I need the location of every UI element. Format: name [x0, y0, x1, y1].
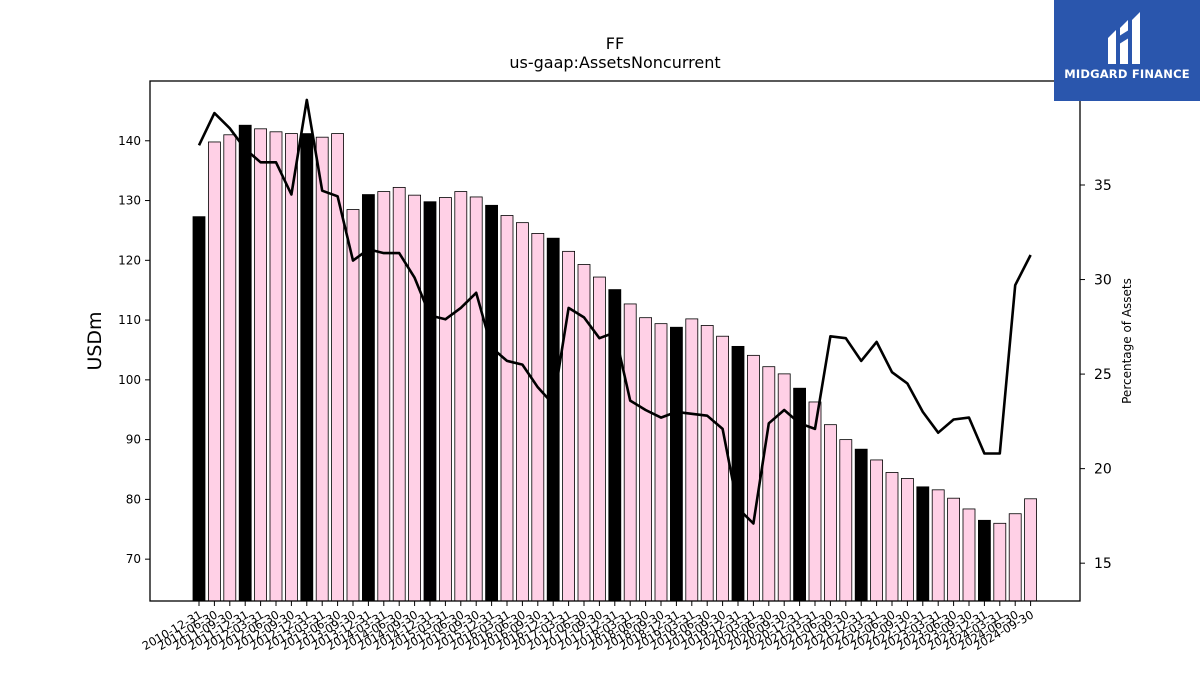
bar-2020-03-31	[747, 354, 760, 602]
bar-2012-12-31	[300, 133, 314, 602]
bar-2023-12-31	[978, 519, 991, 602]
bar-2018-12-31	[670, 326, 683, 602]
y2-tick-label: 20	[1094, 462, 1112, 478]
bar-2021-12-31	[854, 448, 868, 602]
y-tick-label: 90	[126, 433, 141, 447]
y2-tick-label: 25	[1094, 367, 1112, 383]
bar-2018-09-30	[654, 323, 668, 602]
bar-2017-03-31	[562, 250, 575, 602]
bar-2013-12-31	[361, 194, 375, 602]
bar-2016-03-31	[500, 215, 514, 602]
bar-2021-03-31	[808, 401, 822, 602]
bar-series	[192, 124, 1037, 602]
x-axis: 2010-12-312011-06-302011-09-302011-12-31…	[140, 601, 1036, 653]
bar-2012-06-30	[269, 131, 283, 602]
bar-2013-03-31	[315, 136, 329, 602]
y2-tick-label: 35	[1094, 178, 1112, 194]
bar-2019-12-31	[731, 345, 745, 602]
bar-2020-09-30	[777, 373, 791, 602]
bar-2020-06-30	[762, 366, 776, 602]
bar-2015-09-30	[469, 196, 483, 602]
y-tick-label: 100	[118, 373, 141, 387]
y-tick-label: 110	[118, 313, 141, 327]
y2-axis-label: Percentage of Assets	[1120, 278, 1134, 404]
y-axis-label: USDm	[84, 311, 106, 370]
y2-tick-label: 15	[1094, 556, 1112, 572]
bar-2018-06-30	[639, 317, 652, 602]
y-tick-label: 70	[126, 552, 141, 566]
bar-2014-12-31	[423, 201, 437, 602]
bar-2022-12-31	[916, 486, 930, 602]
bar-2011-06-30	[207, 141, 221, 602]
bar-2023-03-31	[931, 489, 945, 602]
bar-2018-03-31	[623, 303, 637, 602]
bar-2016-09-30	[531, 233, 545, 602]
y-tick-label: 140	[118, 134, 141, 148]
bar-2021-09-30	[839, 439, 853, 602]
percentage-line	[197, 98, 1032, 525]
y-tick-label: 120	[118, 253, 141, 267]
y-axis-right: 152025303540	[1080, 83, 1112, 572]
chart-title: FF	[606, 34, 624, 53]
logo: MIDGARD FINANCE	[1054, 0, 1200, 101]
bar-2012-03-31	[254, 128, 268, 602]
chart-subtitle: us-gaap:AssetsNoncurrent	[509, 53, 720, 72]
bar-2014-09-30	[408, 194, 422, 602]
bar-2019-03-31	[685, 318, 699, 602]
bar-2016-12-31	[546, 237, 560, 602]
bar-2015-12-31	[485, 204, 499, 602]
bar-2024-06-30	[1008, 513, 1022, 602]
bar-2022-09-30	[901, 478, 914, 602]
bar-2024-03-31	[993, 522, 1007, 602]
bar-2011-09-30	[223, 134, 237, 602]
logo-mark-icon	[1108, 12, 1140, 64]
bar-2022-06-30	[885, 472, 899, 602]
bar-2021-06-30	[824, 424, 837, 602]
bar-2023-06-30	[947, 497, 960, 602]
bar-2014-06-30	[392, 186, 406, 602]
bar-2011-12-31	[238, 124, 252, 602]
bar-2016-06-30	[516, 222, 529, 602]
y-tick-label: 80	[126, 492, 141, 506]
bar-2019-06-30	[700, 325, 714, 602]
bar-2019-09-30	[716, 335, 729, 602]
bar-2012-09-30	[284, 133, 298, 602]
bar-2017-09-30	[593, 276, 606, 602]
bar-2015-03-31	[438, 197, 452, 602]
y-axis-left: 70 80 90 100 110 120 130 140	[118, 134, 150, 566]
bar-2024-09-30	[1024, 498, 1037, 602]
y2-tick-label: 30	[1094, 273, 1112, 289]
bar-2013-09-30	[346, 209, 360, 602]
bar-2015-06-30	[454, 191, 468, 602]
bar-2023-09-30	[962, 508, 976, 602]
bar-2022-03-31	[870, 459, 883, 602]
bar-2013-06-30	[331, 133, 345, 602]
y-tick-label: 130	[118, 194, 141, 208]
bar-2010-12-31	[192, 216, 206, 602]
logo-text: MIDGARD FINANCE	[1064, 67, 1190, 81]
